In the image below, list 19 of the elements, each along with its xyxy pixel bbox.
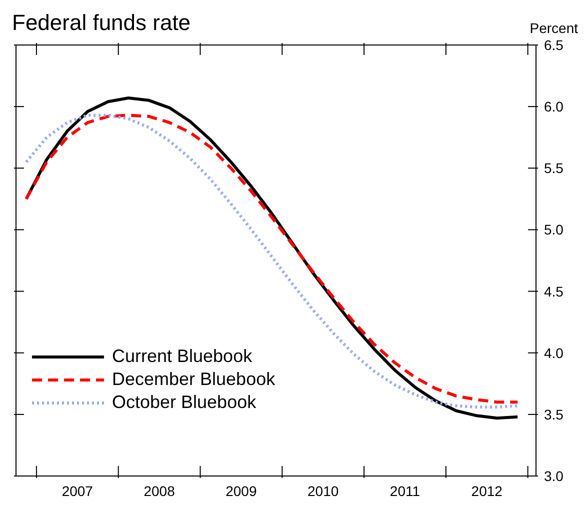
y-axis-title: Percent <box>530 20 578 36</box>
x-tick-label: 2007 <box>62 483 94 499</box>
x-tick-label: 2008 <box>144 483 176 499</box>
x-tick-label: 2010 <box>308 483 339 499</box>
y-tick-label: 3.5 <box>544 406 564 422</box>
legend-label: October Bluebook <box>112 392 256 413</box>
y-tick-label: 4.5 <box>544 283 564 300</box>
x-tick-label: 2009 <box>226 483 257 499</box>
legend-label: December Bluebook <box>112 369 276 390</box>
legend-label: Current Bluebook <box>112 346 252 367</box>
y-tick-label: 3.0 <box>544 468 564 484</box>
y-tick-label: 6.0 <box>544 98 564 115</box>
chart-title: Federal funds rate <box>12 10 191 36</box>
x-tick-label: 2012 <box>471 483 503 499</box>
y-tick-label: 6.5 <box>544 37 564 53</box>
y-tick-label: 5.5 <box>544 160 564 176</box>
x-tick-label: 2011 <box>390 483 420 499</box>
y-tick-label: 4.0 <box>544 344 564 361</box>
y-tick-label: 5.0 <box>544 222 564 238</box>
